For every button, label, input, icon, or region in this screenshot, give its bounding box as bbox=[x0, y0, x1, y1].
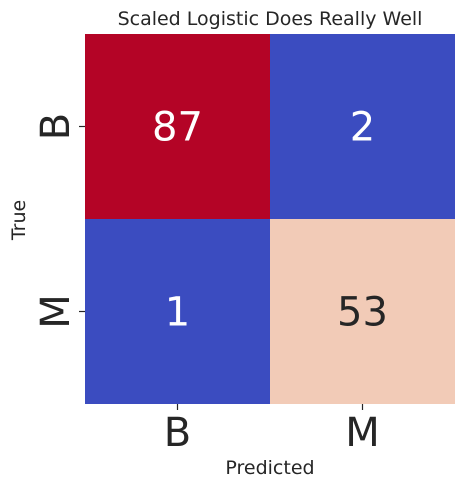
heatmap-cells bbox=[85, 34, 455, 404]
cell-value-label: 87 bbox=[152, 105, 203, 151]
cell-value-label: 1 bbox=[165, 290, 190, 336]
y-tick-label: M bbox=[33, 294, 79, 329]
heatmap-cell-B-M bbox=[270, 34, 455, 219]
x-tick-label: M bbox=[345, 410, 380, 456]
x-axis-label: Predicted bbox=[225, 457, 314, 479]
heatmap-cell-M-M bbox=[270, 219, 455, 404]
cell-annotations: 87 2 1 53 bbox=[152, 105, 388, 336]
cell-value-label: 2 bbox=[350, 105, 375, 151]
y-axis-label: True bbox=[8, 200, 30, 241]
x-tick-label: B bbox=[164, 410, 191, 456]
axes: B M B M bbox=[33, 113, 380, 456]
heatmap-cell-M-B bbox=[85, 219, 270, 404]
cell-value-label: 53 bbox=[337, 290, 388, 336]
chart-title: Scaled Logistic Does Really Well bbox=[118, 8, 423, 30]
heatmap-cell-B-B bbox=[85, 34, 270, 219]
y-tick-label: B bbox=[33, 113, 79, 140]
